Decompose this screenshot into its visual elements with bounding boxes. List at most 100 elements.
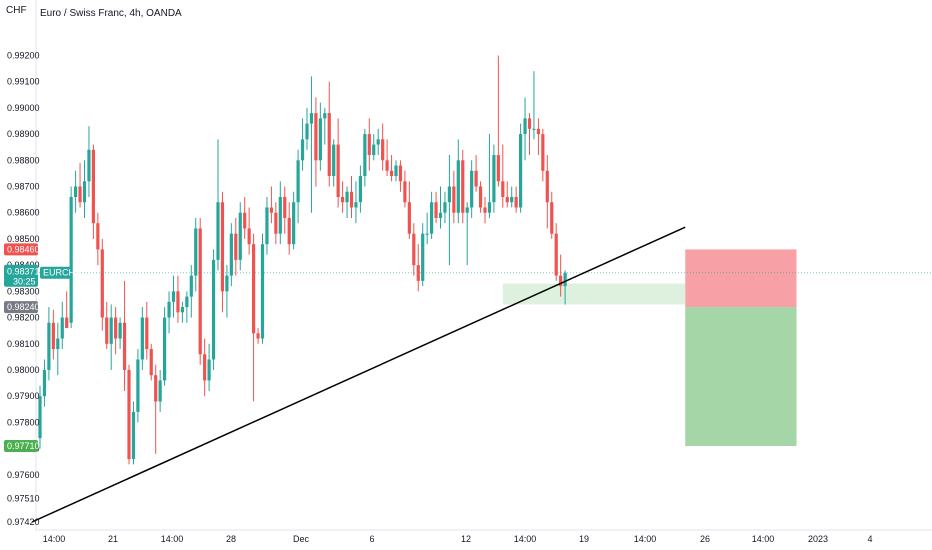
- candle-body: [69, 196, 73, 323]
- candle: [452, 170, 456, 224]
- candle: [238, 202, 242, 271]
- candle: [407, 181, 411, 239]
- candle: [109, 304, 113, 370]
- stop-loss-zone[interactable]: [685, 249, 797, 308]
- candle-body: [474, 170, 478, 187]
- candle: [269, 186, 273, 224]
- price-tick-label: 0.97510: [7, 493, 40, 503]
- price-tick-label: 0.98800: [7, 155, 40, 165]
- candle: [510, 186, 514, 208]
- candle-body: [332, 144, 336, 177]
- candle: [456, 139, 460, 224]
- candle: [461, 149, 465, 224]
- candle-body: [487, 202, 492, 213]
- candle: [243, 196, 247, 239]
- time-tick-label: 14:00: [161, 534, 184, 544]
- candle-body: [416, 265, 420, 281]
- candle: [60, 301, 64, 350]
- candle-body: [447, 186, 451, 203]
- candle: [127, 364, 131, 465]
- candle-body: [136, 359, 140, 412]
- trendline[interactable]: [31, 226, 686, 523]
- candle-body: [385, 160, 389, 171]
- target-price-tag-value: 0.97710: [7, 441, 40, 451]
- candle: [323, 107, 327, 145]
- time-tick-label: 12: [461, 534, 471, 544]
- candle: [394, 160, 398, 182]
- candle: [487, 134, 492, 218]
- take-profit-zone[interactable]: [685, 307, 797, 446]
- price-tick-label: 0.98300: [7, 286, 40, 296]
- candle-body: [523, 118, 527, 135]
- candle-body: [425, 233, 429, 235]
- candle: [465, 202, 469, 266]
- candle-body: [47, 322, 51, 370]
- candle-body: [42, 369, 47, 397]
- time-tick-label: 2023: [808, 534, 828, 544]
- candle-body: [314, 113, 318, 161]
- candle: [349, 176, 354, 218]
- candle-body: [100, 249, 104, 318]
- entry-price-tag-value: 0.98240: [7, 302, 40, 312]
- candle-body: [60, 317, 64, 339]
- candle-body: [492, 155, 496, 203]
- candle-body: [296, 160, 300, 203]
- candle: [185, 291, 189, 323]
- candle-body: [300, 139, 305, 161]
- countdown: 30:25: [13, 277, 36, 287]
- candle: [314, 97, 318, 187]
- candle-body: [394, 165, 398, 177]
- candle: [536, 118, 540, 156]
- candle: [354, 181, 358, 224]
- candle: [496, 55, 500, 187]
- candle: [501, 144, 505, 208]
- candle: [532, 71, 536, 140]
- stop-price-tag-value: 0.98460: [7, 244, 40, 254]
- candle: [216, 139, 220, 271]
- candle-body: [398, 165, 403, 182]
- candle-body: [65, 317, 69, 329]
- candle: [207, 343, 211, 391]
- candle: [74, 170, 78, 213]
- candle: [163, 307, 167, 386]
- candle: [265, 196, 269, 255]
- candle-body: [514, 196, 518, 208]
- time-tick-label: 4: [867, 534, 872, 544]
- candle-body: [510, 196, 514, 203]
- time-tick-label: 21: [108, 534, 118, 544]
- candle: [234, 217, 238, 276]
- candle-body: [56, 338, 60, 350]
- candle-body: [505, 196, 509, 203]
- candle-body: [283, 196, 287, 218]
- candle-body: [349, 191, 354, 208]
- candles-layer: [38, 55, 567, 465]
- candle-body: [229, 233, 233, 276]
- candle-body: [51, 322, 55, 350]
- candle-body: [238, 212, 242, 260]
- candle-body: [216, 202, 220, 260]
- candle-body: [407, 202, 411, 234]
- candle: [260, 233, 265, 344]
- candle: [87, 126, 91, 197]
- candle-body: [292, 202, 296, 245]
- time-axis[interactable]: 14:00 21 14:00 28 Dec 6 12 14:00 19 14:00 26 14:00 2…: [43, 534, 873, 544]
- candle: [140, 307, 144, 370]
- candle-body: [145, 317, 149, 350]
- candle-body: [194, 228, 198, 276]
- candle: [358, 165, 362, 213]
- candle-body: [243, 212, 247, 229]
- candle: [122, 280, 127, 391]
- candle: [318, 102, 322, 171]
- candle-body: [163, 317, 167, 381]
- price-tick-label: 0.99000: [7, 103, 40, 113]
- candle-body: [78, 186, 82, 203]
- candle: [96, 212, 100, 266]
- entry-price-tag-bg: [4, 301, 38, 314]
- candle: [403, 170, 407, 208]
- candle: [118, 317, 122, 350]
- symbol-badge-bg: [40, 266, 72, 279]
- candle-body: [87, 149, 91, 182]
